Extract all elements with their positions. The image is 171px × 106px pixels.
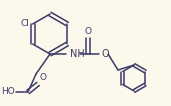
Text: O: O [39, 73, 46, 82]
Text: O: O [84, 27, 91, 36]
Text: O: O [102, 49, 110, 59]
Text: NH: NH [70, 49, 85, 59]
Text: Cl: Cl [21, 19, 30, 27]
Text: HO: HO [1, 87, 15, 96]
